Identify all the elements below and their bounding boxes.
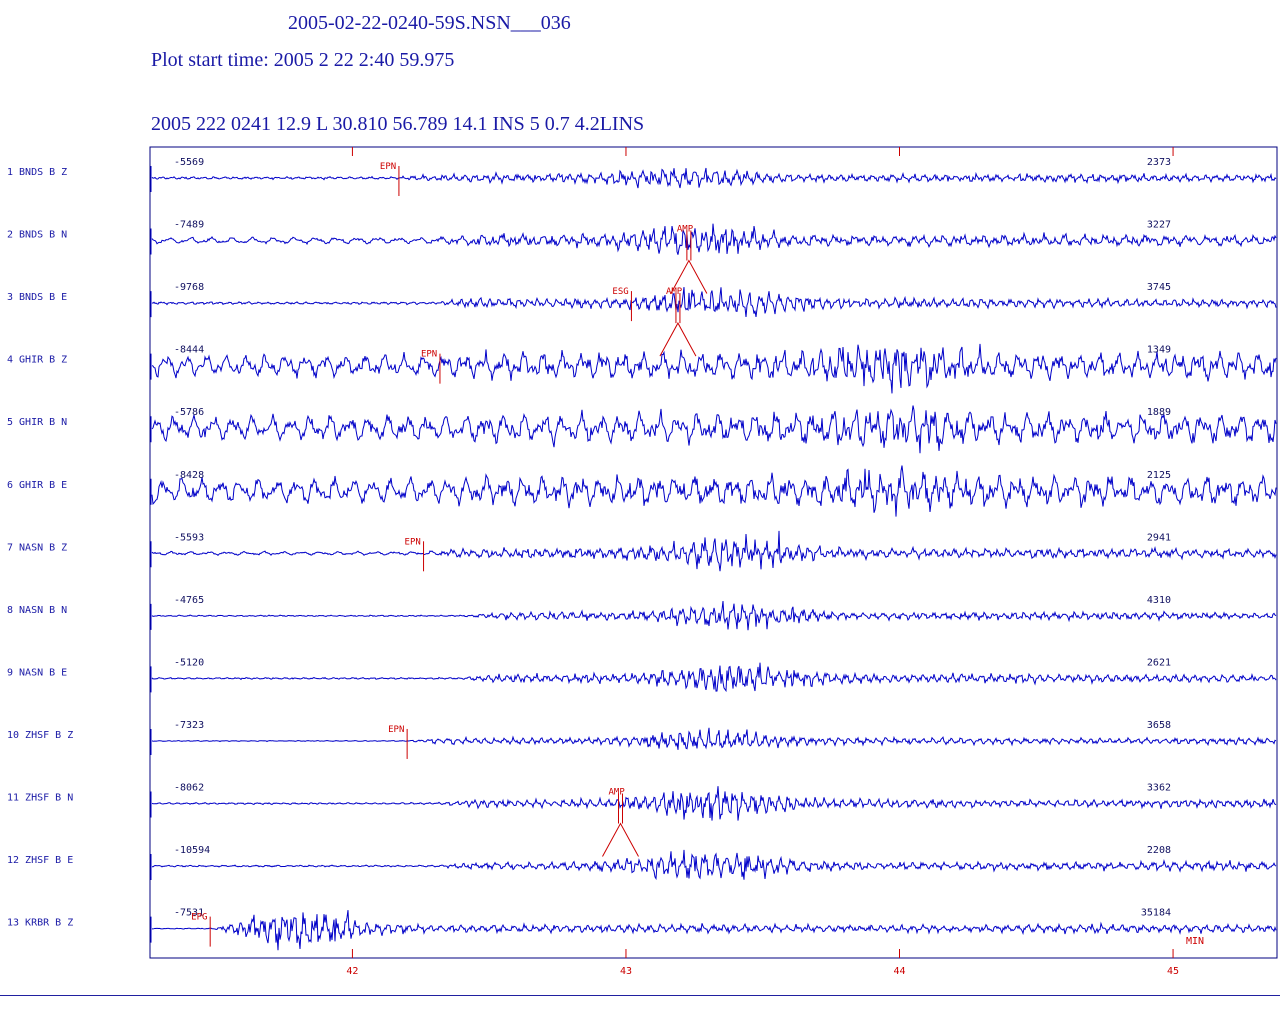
trace-max-value: 2621: [1147, 657, 1171, 668]
x-tick-label: 43: [620, 966, 632, 977]
trace-line: [151, 662, 1277, 693]
trace-max-value: 3658: [1147, 720, 1171, 731]
trace-max-value: 2941: [1147, 532, 1171, 543]
trace-min-value: -4765: [174, 595, 204, 606]
trace-min-value: -7489: [174, 220, 204, 231]
trace-min-value: -8062: [174, 783, 204, 794]
trace-line: [151, 530, 1277, 572]
amplitude-pick-label: AMP: [677, 225, 694, 235]
trace-line: [151, 167, 1277, 189]
plot-start-time: Plot start time: 2005 2 22 2:40 59.975: [151, 49, 455, 71]
x-tick-label: 42: [346, 966, 358, 977]
trace-label: 8 NASN B N: [7, 605, 67, 616]
phase-pick-label: EPN: [380, 162, 396, 172]
trace-line: [151, 849, 1277, 881]
trace-label: 4 GHIR B Z: [7, 355, 67, 366]
traces-group: [150, 166, 1277, 951]
trace-min-value: -7531: [174, 908, 204, 919]
trace-label: 7 NASN B Z: [7, 542, 67, 553]
x-tick-label: 44: [893, 966, 905, 977]
trace-min-value: -10594: [174, 845, 210, 856]
trace-max-value: 2208: [1147, 845, 1171, 856]
amplitude-pick-label: AMP: [666, 287, 683, 297]
trace-max-value: 1349: [1147, 345, 1171, 356]
trace-max-value: 4310: [1147, 595, 1171, 606]
trace-line: [151, 600, 1277, 631]
trace-line: [151, 287, 1277, 318]
trace-min-value: -5786: [174, 407, 204, 418]
phase-pick-label: EPN: [421, 350, 437, 360]
trace-label: 6 GHIR B E: [7, 480, 67, 491]
trace-label: 10 ZHSF B Z: [7, 730, 73, 741]
event-summary-line: 2005 222 0241 12.9 L 30.810 56.789 14.1 …: [151, 113, 645, 135]
trace-max-value: 1889: [1147, 407, 1171, 418]
amplitude-pick-mark: [602, 793, 639, 857]
trace-line: [151, 727, 1277, 750]
trace-max-value: 3227: [1147, 220, 1171, 231]
trace-min-value: -7323: [174, 720, 204, 731]
phase-pick-label: EPN: [388, 725, 404, 735]
plot-frame: [149, 146, 1278, 959]
trace-labels-group: 1 BNDS B Z -5569 2373 2 BNDS B N -7489 3227 3 …: [7, 157, 1171, 929]
trace-label: 12 ZHSF B E: [7, 855, 73, 866]
trace-max-value: 35184: [1141, 908, 1171, 919]
trace-max-value: 2373: [1147, 157, 1171, 168]
trace-max-value: 2125: [1147, 470, 1171, 481]
trace-min-value: -5569: [174, 157, 204, 168]
x-axis-ticks: 42 43 44 45: [346, 147, 1179, 977]
trace-label: 9 NASN B E: [7, 667, 67, 678]
trace-label: 11 ZHSF B N: [7, 793, 73, 804]
trace-label: 1 BNDS B Z: [7, 167, 67, 178]
trace-label: 2 BNDS B N: [7, 230, 67, 241]
phase-picks-group: EPN AMP ESG AMP EPN EPN EPN AMP EPG: [191, 162, 708, 947]
trace-line: [151, 405, 1277, 454]
trace-min-value: -8428: [174, 470, 204, 481]
phase-pick-label: EPN: [405, 537, 421, 547]
trace-min-value: -5120: [174, 657, 204, 668]
trace-line: [152, 910, 1277, 951]
amplitude-pick-mark: [670, 230, 708, 294]
trace-max-value: 3745: [1147, 282, 1171, 293]
x-tick-label: 45: [1167, 966, 1179, 977]
trace-label: 5 GHIR B N: [7, 417, 67, 428]
file-title: 2005-02-22-0240-59S.NSN___036: [288, 12, 571, 34]
amplitude-pick-label: AMP: [608, 788, 625, 798]
trace-line: [151, 223, 1277, 255]
bottom-divider: [0, 995, 1280, 996]
trace-line: [151, 343, 1277, 394]
trace-min-value: -5593: [174, 532, 204, 543]
minutes-unit-label: MIN: [1186, 936, 1204, 947]
trace-label: 3 BNDS B E: [7, 292, 67, 303]
trace-line: [151, 786, 1277, 821]
amplitude-pick-mark: [659, 293, 697, 357]
phase-pick-label: ESG: [612, 287, 628, 297]
trace-line: [151, 465, 1277, 517]
trace-label: 13 KRBR B Z: [7, 918, 73, 929]
trace-min-value: -9768: [174, 282, 204, 293]
phase-pick-label: EPG: [191, 913, 207, 923]
trace-max-value: 3362: [1147, 783, 1171, 794]
trace-min-value: -8444: [174, 345, 204, 356]
